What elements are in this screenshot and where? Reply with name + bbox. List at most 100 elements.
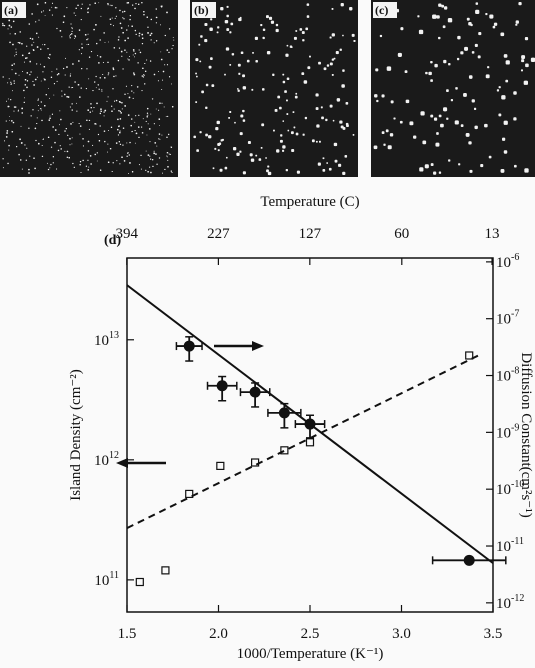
island: [446, 89, 449, 92]
island: [520, 69, 523, 72]
island: [104, 77, 106, 79]
island: [211, 84, 215, 87]
island: [63, 67, 65, 70]
island: [104, 109, 107, 112]
island: [166, 49, 169, 51]
island: [513, 117, 517, 121]
island: [229, 31, 232, 34]
island: [48, 119, 51, 121]
island: [50, 76, 53, 78]
island: [81, 46, 83, 49]
island: [36, 122, 38, 125]
island: [36, 32, 38, 35]
island: [88, 56, 91, 58]
island: [99, 77, 101, 79]
island: [79, 133, 81, 135]
island: [430, 79, 433, 82]
island: [87, 150, 90, 152]
island: [212, 167, 215, 170]
island: [87, 11, 89, 14]
island: [158, 109, 160, 111]
island: [79, 163, 81, 166]
island: [3, 25, 6, 27]
island: [64, 150, 66, 152]
island: [131, 90, 133, 92]
island: [119, 163, 121, 165]
island: [137, 62, 139, 64]
island: [237, 88, 239, 90]
island: [262, 88, 265, 91]
island: [154, 142, 157, 144]
island: [199, 60, 202, 63]
island: [32, 109, 34, 111]
island: [18, 74, 20, 76]
data-point: [216, 380, 228, 392]
island: [134, 29, 137, 32]
island: [76, 110, 78, 112]
island: [143, 13, 145, 16]
island: [515, 23, 518, 26]
island: [128, 172, 129, 174]
tick-base: 10: [496, 312, 511, 328]
island: [24, 84, 27, 86]
island: [80, 7, 82, 10]
island: [77, 4, 79, 7]
island: [224, 19, 229, 24]
island: [143, 74, 145, 76]
island: [99, 39, 101, 41]
island: [8, 116, 10, 118]
island: [122, 127, 125, 129]
island: [99, 112, 102, 115]
island: [94, 2, 96, 5]
island: [129, 141, 131, 144]
island: [138, 35, 140, 37]
island: [279, 106, 282, 110]
x2-tick-label: 60: [394, 226, 409, 242]
island: [173, 39, 175, 41]
micrograph-islands: [2, 2, 535, 176]
island: [342, 126, 346, 130]
island: [498, 113, 502, 117]
island: [11, 120, 13, 122]
island: [302, 133, 305, 136]
island: [162, 70, 165, 73]
island: [28, 23, 30, 25]
island: [141, 33, 144, 36]
island: [255, 59, 258, 63]
island: [113, 100, 116, 102]
island: [489, 14, 494, 19]
island: [103, 130, 106, 132]
island: [275, 23, 279, 27]
island: [242, 119, 246, 122]
island: [399, 120, 403, 124]
island: [225, 47, 230, 51]
island: [247, 141, 251, 145]
island: [270, 20, 275, 24]
island: [266, 169, 269, 173]
island: [239, 150, 242, 153]
island: [217, 26, 220, 29]
island: [43, 65, 46, 68]
island: [383, 143, 386, 146]
island: [57, 73, 60, 75]
island: [60, 118, 62, 121]
label-box: [2, 2, 26, 18]
island: [161, 88, 163, 90]
island: [303, 80, 308, 84]
island: [328, 167, 332, 171]
island: [143, 74, 144, 76]
x2-tick-label: 13: [485, 226, 500, 242]
island: [254, 36, 258, 40]
island: [107, 74, 109, 76]
island: [530, 57, 535, 62]
island: [26, 80, 29, 82]
island: [17, 42, 19, 44]
island: [36, 46, 39, 48]
island: [131, 4, 134, 6]
island: [141, 89, 143, 92]
island: [99, 56, 102, 58]
island: [129, 56, 131, 57]
island: [142, 76, 145, 78]
island: [464, 46, 469, 51]
island: [74, 81, 76, 83]
